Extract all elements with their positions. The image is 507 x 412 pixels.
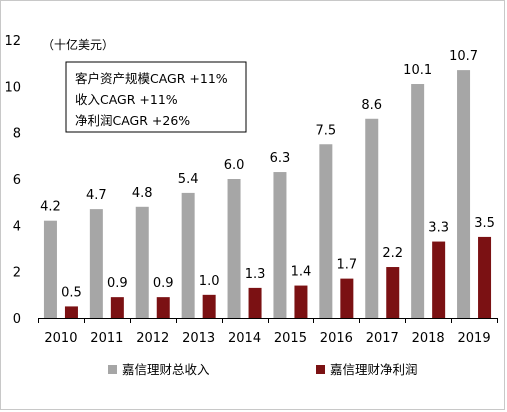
data-label-net-profit: 0.9 [107, 276, 128, 291]
annotation-line-2: 收入CAGR +11% [75, 92, 178, 107]
annotation-box-frame [65, 61, 247, 133]
data-label-net-profit: 2.2 [382, 246, 403, 261]
data-label-revenue: 7.5 [316, 123, 337, 138]
x-tick-label: 2012 [136, 331, 169, 346]
legend-swatch-profit [316, 365, 325, 374]
bars [43, 70, 492, 319]
bar-revenue [43, 220, 57, 318]
data-label-net-profit: 3.5 [474, 216, 495, 231]
x-tick-label: 2014 [228, 331, 261, 346]
x-tick-label: 2011 [90, 331, 123, 346]
data-label-revenue: 10.1 [403, 63, 432, 78]
annotation-box: 客户资产规模CAGR +11% 收入CAGR +11% 净利润CAGR +26% [65, 61, 247, 133]
unit-label: （十亿美元） [42, 37, 114, 52]
bar-revenue [457, 70, 471, 318]
data-label-net-profit: 0.5 [61, 285, 82, 300]
y-tick-label: 2 [13, 266, 21, 281]
x-axis: 2010 2011 2012 2013 2014 2015 2016 2017 2018 2019 [38, 318, 498, 346]
data-label-revenue: 5.4 [178, 172, 199, 187]
data-label-net-profit: 1.3 [245, 267, 266, 282]
data-label-net-profit: 1.4 [291, 265, 312, 280]
data-labels: 4.2 4.7 4.8 5.4 6.0 6.3 7.5 8.6 10.1 10.7 0.5 0.9 0.… [40, 49, 495, 300]
annotation-line-3: 净利润CAGR +26% [75, 113, 190, 128]
data-label-revenue: 4.2 [40, 200, 61, 215]
bar-net-profit [156, 297, 170, 318]
legend-label-profit: 嘉信理财净利润 [330, 362, 418, 377]
bar-net-profit [202, 294, 216, 318]
legend: 嘉信理财总收入 嘉信理财净利润 [108, 362, 418, 377]
bar-net-profit [386, 267, 400, 318]
y-tick-label: 0 [13, 312, 21, 327]
data-label-revenue: 6.0 [224, 158, 245, 173]
bar-net-profit [340, 278, 354, 318]
bar-revenue [227, 179, 241, 318]
data-label-revenue: 6.3 [270, 151, 291, 166]
y-tick-label: 12 [4, 34, 21, 49]
legend-label-revenue: 嘉信理财总收入 [122, 362, 210, 377]
y-tick-label: 4 [13, 219, 21, 234]
bar-revenue [89, 209, 103, 318]
x-tick-label: 2013 [182, 331, 215, 346]
bar-net-profit [294, 285, 308, 318]
bar-net-profit [432, 241, 446, 318]
y-tick-label: 6 [13, 173, 21, 188]
data-label-revenue: 4.7 [86, 188, 107, 203]
data-label-revenue: 8.6 [361, 98, 382, 113]
x-tick-label: 2015 [274, 331, 307, 346]
bar-net-profit [478, 236, 492, 318]
legend-swatch-revenue [108, 365, 117, 374]
bar-revenue [273, 172, 287, 318]
data-label-revenue: 10.7 [449, 49, 478, 64]
y-tick-label: 8 [13, 127, 21, 142]
y-tick-label: 10 [4, 80, 21, 95]
data-label-net-profit: 1.0 [199, 274, 220, 289]
x-tick-label: 2010 [44, 331, 77, 346]
x-tick-label: 2016 [320, 331, 353, 346]
x-tick-label: 2017 [366, 331, 399, 346]
bar-revenue [181, 192, 195, 318]
bar-revenue [319, 144, 333, 318]
bar-net-profit [64, 306, 78, 318]
bar-revenue [365, 118, 379, 319]
bar-net-profit [248, 287, 262, 318]
y-axis: 0 2 4 6 8 10 12 [4, 34, 21, 327]
data-label-net-profit: 1.7 [337, 258, 358, 273]
bar-revenue [135, 206, 149, 318]
annotation-line-1: 客户资产规模CAGR +11% [75, 71, 228, 86]
x-tick-label: 2018 [412, 331, 445, 346]
data-label-revenue: 4.8 [132, 186, 153, 201]
bar-revenue [411, 84, 425, 319]
x-tick-label: 2019 [458, 331, 491, 346]
bar-net-profit [110, 297, 124, 318]
data-label-net-profit: 3.3 [428, 221, 449, 236]
data-label-net-profit: 0.9 [153, 276, 174, 291]
